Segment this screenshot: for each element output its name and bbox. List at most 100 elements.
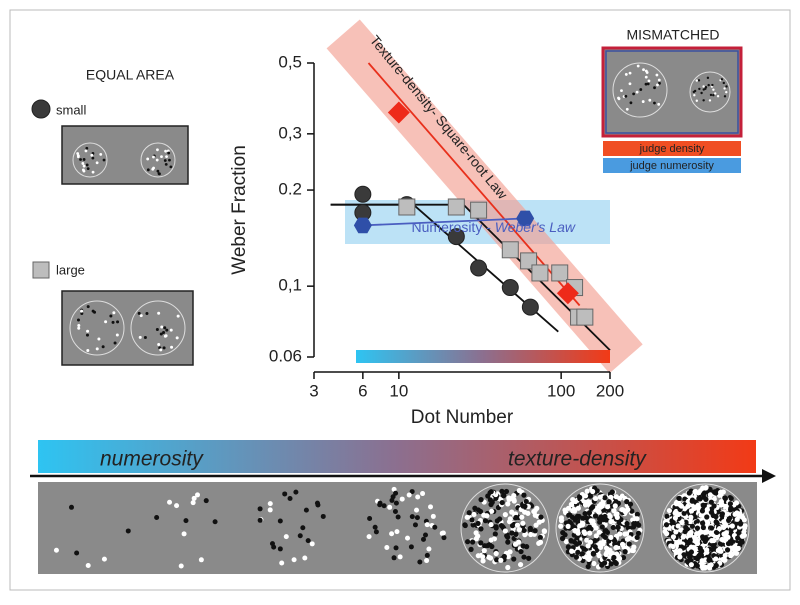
dot bbox=[170, 345, 174, 349]
dot bbox=[377, 502, 383, 508]
dot bbox=[698, 87, 701, 91]
dot bbox=[475, 533, 481, 539]
dot bbox=[399, 496, 405, 502]
dot bbox=[678, 503, 684, 509]
dot bbox=[487, 555, 494, 561]
x-tick-label: 3 bbox=[309, 381, 318, 400]
dot bbox=[291, 557, 297, 563]
dot bbox=[587, 493, 594, 499]
dot bbox=[507, 549, 513, 555]
dot bbox=[599, 524, 605, 530]
point bbox=[521, 298, 539, 316]
dot bbox=[520, 543, 526, 549]
dot bbox=[735, 545, 741, 552]
numerosity-law: Numerosity - Weber's Law bbox=[412, 219, 576, 235]
dot bbox=[714, 92, 717, 95]
dot bbox=[723, 530, 730, 536]
dot bbox=[701, 491, 707, 497]
dot bbox=[538, 514, 544, 520]
dot bbox=[279, 560, 285, 566]
dot bbox=[393, 500, 399, 506]
dot bbox=[509, 509, 515, 515]
stimulus-circle bbox=[72, 142, 108, 178]
dot bbox=[563, 538, 569, 545]
dot bbox=[470, 539, 476, 545]
dot bbox=[91, 170, 95, 174]
dot bbox=[694, 525, 701, 531]
dot bbox=[500, 493, 507, 499]
dot bbox=[700, 91, 703, 95]
dot bbox=[53, 547, 59, 553]
dot bbox=[629, 101, 633, 105]
dot bbox=[393, 545, 399, 551]
dot bbox=[612, 559, 618, 565]
dot bbox=[505, 539, 511, 545]
dot bbox=[163, 326, 167, 330]
y-tick-label: 0.06 bbox=[269, 346, 302, 365]
dot bbox=[414, 515, 420, 521]
dot bbox=[91, 156, 95, 160]
dot bbox=[367, 515, 373, 521]
dot bbox=[283, 534, 289, 540]
dot bbox=[521, 554, 527, 560]
dot bbox=[602, 560, 608, 566]
dot bbox=[662, 528, 668, 535]
dot bbox=[591, 522, 597, 528]
dot bbox=[499, 488, 505, 494]
dot bbox=[488, 489, 494, 495]
dot bbox=[711, 503, 717, 509]
dot bbox=[532, 528, 538, 534]
dot bbox=[735, 535, 741, 541]
dot bbox=[708, 99, 712, 102]
dot bbox=[721, 519, 727, 525]
dot bbox=[728, 495, 734, 502]
dot bbox=[713, 490, 719, 496]
dot bbox=[157, 343, 161, 347]
dot bbox=[687, 518, 693, 525]
dot bbox=[497, 516, 503, 522]
point bbox=[447, 198, 465, 216]
dot bbox=[320, 513, 326, 519]
numerosity-label: numerosity bbox=[100, 448, 204, 471]
dot bbox=[712, 88, 715, 91]
dot bbox=[412, 522, 418, 528]
dot bbox=[109, 314, 113, 318]
dot bbox=[373, 529, 379, 535]
dot bbox=[708, 562, 714, 568]
dot bbox=[111, 320, 115, 324]
dot bbox=[489, 543, 495, 550]
dot bbox=[734, 510, 740, 516]
dot bbox=[95, 161, 99, 165]
dot bbox=[586, 510, 593, 516]
dot bbox=[695, 502, 701, 508]
dot bbox=[608, 494, 614, 500]
dot bbox=[498, 557, 504, 563]
texture-density-label: texture-density bbox=[508, 448, 647, 471]
dot bbox=[488, 521, 494, 528]
dot bbox=[574, 541, 580, 547]
judge-numerosity-bar bbox=[603, 158, 741, 173]
stimulus-circle bbox=[140, 142, 176, 178]
dot bbox=[77, 326, 81, 330]
dot bbox=[570, 523, 576, 530]
dot bbox=[696, 495, 702, 502]
point bbox=[516, 210, 535, 227]
dot bbox=[526, 555, 532, 561]
dot bbox=[577, 494, 583, 500]
dot bbox=[514, 522, 521, 528]
dot bbox=[577, 523, 583, 529]
dot bbox=[406, 492, 412, 498]
dot bbox=[612, 503, 618, 509]
dot bbox=[687, 537, 693, 543]
dot bbox=[183, 518, 189, 524]
x-tick-label: 200 bbox=[596, 381, 624, 400]
dot bbox=[699, 558, 705, 564]
dot bbox=[160, 325, 164, 329]
dot bbox=[469, 517, 475, 523]
dot bbox=[162, 346, 166, 350]
dot bbox=[478, 540, 484, 546]
dot bbox=[595, 508, 602, 515]
dot bbox=[167, 499, 173, 505]
dot bbox=[282, 491, 288, 497]
dot bbox=[681, 552, 687, 558]
